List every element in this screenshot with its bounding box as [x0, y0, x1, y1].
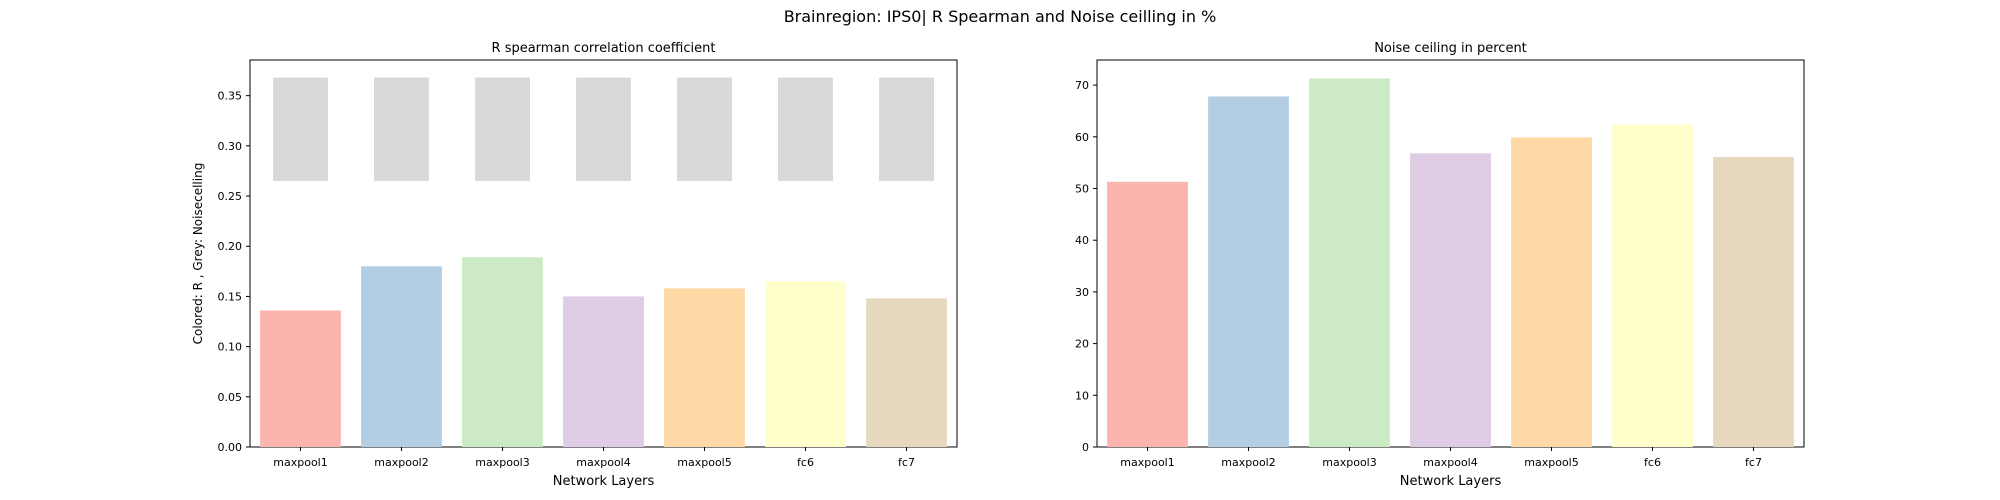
chart-title: R spearman correlation coefficient [492, 41, 716, 56]
y-tick-label: 0.30 [218, 140, 243, 153]
y-tick-label: 70 [1075, 79, 1089, 92]
bar [563, 296, 644, 447]
bar [1511, 137, 1592, 448]
x-tick-label: maxpool3 [475, 456, 529, 469]
bar [260, 310, 341, 447]
bar [1107, 181, 1188, 448]
y-tick-label: 10 [1075, 389, 1089, 402]
x-tick-label: maxpool4 [576, 456, 630, 469]
x-tick-label: maxpool2 [374, 456, 428, 469]
y-tick-label: 0.20 [218, 240, 243, 253]
figure-suptitle: Brainregion: IPS0| R Spearman and Noise … [784, 7, 1217, 26]
chart-title: Noise ceiling in percent [1374, 41, 1527, 56]
noise-ceiling-box [273, 77, 328, 181]
noise-ceiling-box [475, 77, 530, 181]
bar [664, 288, 745, 447]
y-tick-label: 30 [1075, 286, 1089, 299]
y-tick-label: 40 [1075, 234, 1089, 247]
y-tick-label: 0.35 [218, 90, 243, 103]
bar [1309, 78, 1390, 447]
noise-ceiling-box [677, 77, 732, 181]
y-tick-label: 0.25 [218, 190, 243, 203]
y-tick-label: 20 [1075, 338, 1089, 351]
x-tick-label: fc6 [797, 456, 814, 469]
y-tick-label: 0.10 [218, 341, 243, 354]
bar [1208, 96, 1289, 447]
x-tick-label: maxpool5 [677, 456, 731, 469]
bar [361, 266, 442, 447]
x-tick-label: fc6 [1644, 456, 1661, 469]
bar [1410, 153, 1491, 447]
noise-ceiling-box [576, 77, 631, 181]
x-tick-label: maxpool4 [1423, 456, 1477, 469]
bar [866, 298, 947, 447]
x-tick-label: fc7 [898, 456, 915, 469]
noise-ceiling-box [879, 77, 934, 181]
bar [462, 257, 543, 447]
bar [1612, 124, 1693, 447]
x-axis-label: Network Layers [1400, 474, 1502, 489]
x-tick-label: maxpool2 [1221, 456, 1275, 469]
x-tick-label: maxpool1 [1120, 456, 1174, 469]
bar [765, 281, 846, 447]
y-axis-label: Colored: R , Grey: Noisecelling [191, 163, 205, 345]
y-tick-label: 0.05 [218, 391, 243, 404]
y-tick-label: 60 [1075, 131, 1089, 144]
x-tick-label: fc7 [1745, 456, 1762, 469]
chart-noise-ceiling: maxpool1 maxpool2 maxpool3 maxpool4 maxpool5… [1075, 41, 1805, 489]
y-tick-label: 0.00 [218, 441, 243, 454]
x-tick-label: maxpool5 [1524, 456, 1578, 469]
x-tick-label: maxpool3 [1322, 456, 1376, 469]
noise-ceiling-box [778, 77, 833, 181]
chart-spearman-r: maxpool1 maxpool2 maxpool3 maxpool4 maxpool5… [191, 41, 958, 489]
x-tick-label: maxpool1 [273, 456, 327, 469]
noise-ceiling-box [374, 77, 429, 181]
y-tick-label: 50 [1075, 183, 1089, 196]
y-tick-label: 0 [1082, 441, 1089, 454]
y-tick-label: 0.15 [218, 290, 243, 303]
x-axis-label: Network Layers [553, 474, 655, 489]
bar [1713, 156, 1794, 447]
